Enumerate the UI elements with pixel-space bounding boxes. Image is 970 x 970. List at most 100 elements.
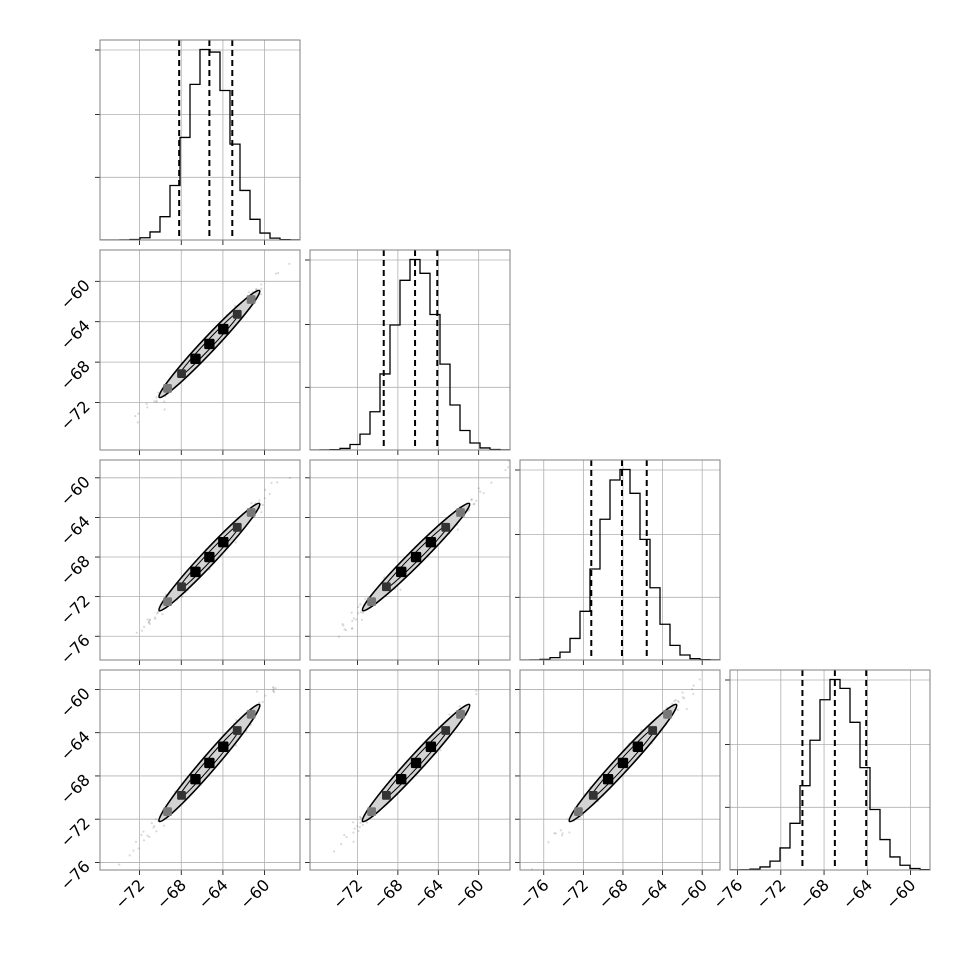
density-block [177, 369, 186, 378]
sample-point [155, 396, 158, 399]
axes-frame [99, 669, 301, 871]
sample-point [163, 408, 166, 411]
sample-point [490, 481, 493, 484]
sample-point [343, 628, 346, 631]
sample-point [146, 834, 149, 837]
sample-point [234, 541, 237, 544]
x-tick-label: −64 [839, 875, 876, 912]
sample-point [274, 272, 278, 275]
sample-point [357, 605, 360, 609]
sample-point [350, 627, 354, 630]
sample-point [163, 400, 166, 403]
sample-point [361, 823, 364, 827]
sample-point [276, 481, 279, 484]
y-tick-label: −68 [57, 551, 94, 588]
histogram-1 [100, 48, 300, 240]
sample-point [261, 700, 264, 704]
sample-point [561, 832, 564, 835]
sample-point [560, 834, 564, 837]
density-block [396, 773, 407, 785]
density-block [632, 741, 644, 752]
sample-point [456, 528, 459, 531]
density-block [177, 582, 186, 592]
sample-point [145, 402, 148, 406]
sample-point [355, 618, 358, 621]
panel-3-2: −76 −72 −68 −64 −60 [515, 669, 721, 913]
sample-point [568, 831, 571, 834]
sample-point [132, 849, 135, 852]
sample-point [270, 481, 273, 485]
sample-point [153, 400, 156, 403]
y-tick-label: −60 [57, 276, 94, 313]
sample-point [681, 696, 684, 699]
sample-point [358, 815, 362, 818]
sample-point [470, 497, 473, 501]
sample-point [148, 618, 152, 621]
density-block [190, 353, 201, 364]
sample-point [272, 690, 275, 693]
sample-point [260, 283, 263, 286]
sample-point [352, 831, 355, 834]
axes-frame [519, 669, 721, 871]
sample-point [277, 271, 280, 275]
x-tick-label: −76 [515, 875, 552, 912]
sample-point [691, 687, 694, 691]
sample-point [136, 421, 139, 424]
x-tick-label: −60 [450, 875, 487, 912]
sample-point [359, 610, 363, 614]
sample-point [140, 629, 144, 632]
density-block [232, 726, 242, 735]
sample-point [271, 686, 275, 689]
sample-point [118, 863, 121, 866]
panel-3-3: −76 −72 −68 −64 −60 [709, 669, 931, 913]
density-block [382, 791, 391, 800]
sample-point [143, 625, 146, 629]
sample-point [258, 499, 261, 502]
x-tick-label: −72 [111, 875, 148, 912]
density-block [425, 536, 437, 548]
sample-point [146, 618, 149, 621]
sample-point [134, 840, 138, 843]
sample-point [147, 620, 151, 624]
panel-1-1 [305, 249, 511, 455]
sample-point [458, 705, 461, 708]
axes-frame [309, 669, 511, 871]
density-block [456, 709, 465, 719]
density-block [204, 551, 215, 563]
sample-point [342, 624, 345, 627]
density-block [367, 807, 376, 817]
density-block [190, 566, 201, 578]
sample-point [365, 821, 368, 824]
sample-point [554, 832, 557, 835]
sample-point [475, 692, 478, 696]
density-block [204, 757, 215, 769]
sample-point [360, 816, 363, 820]
sample-point [360, 618, 363, 621]
x-tick-label: −64 [194, 875, 231, 912]
density-block [382, 582, 391, 592]
sample-point [181, 595, 184, 598]
sample-point [468, 508, 471, 511]
density-block [163, 807, 172, 817]
x-tick-label: −64 [634, 875, 671, 912]
sample-point [288, 262, 291, 265]
sample-point [352, 821, 355, 824]
sample-point [161, 613, 164, 616]
sample-point [260, 287, 263, 290]
sample-point [472, 503, 475, 506]
sample-point [356, 825, 359, 828]
x-tick-label: −60 [882, 875, 919, 912]
sample-point [148, 835, 151, 838]
density-block [441, 522, 451, 532]
sample-point [162, 824, 166, 827]
sample-point [247, 291, 250, 294]
y-tick-label: −68 [57, 770, 94, 807]
sample-point [134, 415, 137, 418]
x-tick-label: −68 [369, 875, 406, 912]
sample-point [683, 697, 686, 700]
sample-point [361, 611, 365, 614]
y-tick-label: −72 [57, 397, 94, 434]
panel-2-0: −60−64−68−72−76 [57, 459, 301, 668]
histogram-2 [310, 258, 510, 450]
